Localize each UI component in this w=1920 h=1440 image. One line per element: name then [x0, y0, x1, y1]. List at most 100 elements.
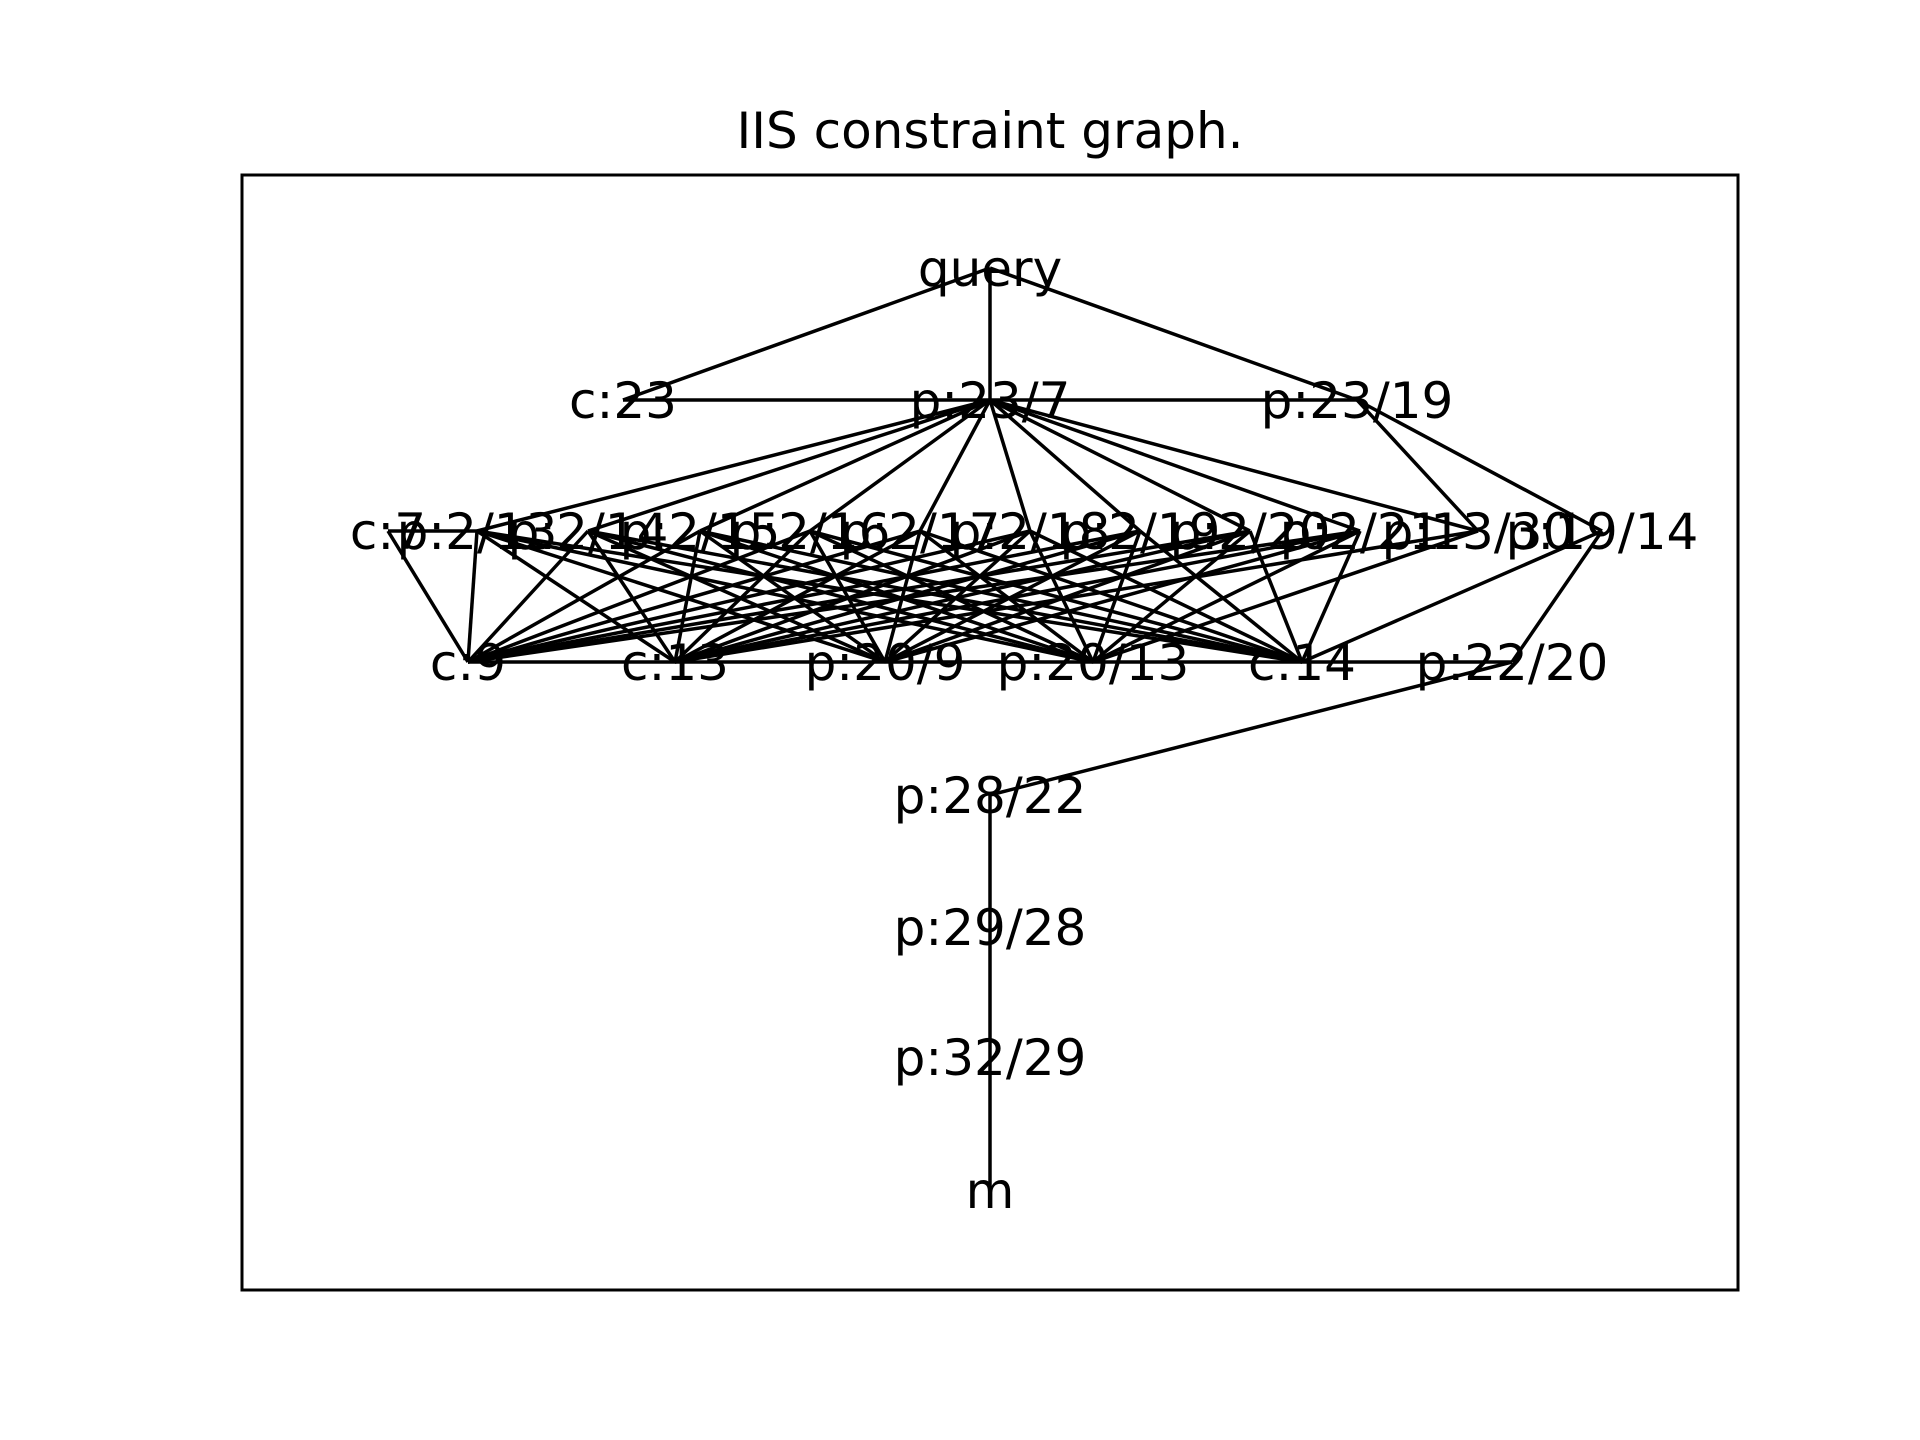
edge-p2_20-to-c9 [467, 529, 1251, 664]
edge-query-to-p23_19 [989, 266, 1358, 402]
node-label: p:2/20 [1170, 503, 1331, 561]
node-label: p:2/15 [620, 503, 781, 561]
node-c14: c:14 [1248, 634, 1356, 692]
node-c23: c:23 [569, 372, 677, 430]
node-c7: c:7 [350, 503, 426, 561]
edge-p2_13-to-c13 [476, 529, 676, 664]
edge-p23_7-to-p2_17 [918, 399, 992, 532]
node-p13_30: p:13/30 [1382, 503, 1575, 561]
node-m: m [966, 1162, 1015, 1220]
edge-p2_20-to-c13 [674, 529, 1251, 664]
node-label: p:20/9 [805, 634, 966, 692]
node-p19_14: p:19/14 [1506, 503, 1699, 561]
node-p2_16: p:2/16 [730, 503, 891, 561]
edge-p23_7-to-p2_15 [699, 398, 991, 533]
edge-p2_15-to-p20_9 [698, 529, 887, 664]
edge-p13_30-to-p20_13 [1092, 529, 1479, 664]
edge-p2_16-to-p20_13 [809, 529, 1094, 664]
node-c9: c:9 [430, 634, 506, 692]
edge-p2_20-to-p20_13 [1091, 529, 1252, 664]
node-label: p:2/17 [840, 503, 1001, 561]
edge-p2_14-to-c13 [586, 530, 677, 663]
edge-p2_21-to-p20_9 [884, 529, 1361, 664]
node-label: p:2/21 [1280, 503, 1441, 561]
node-label: p:32/29 [894, 1029, 1087, 1087]
edge-p2_14-to-c14 [587, 529, 1303, 664]
edge-p2_15-to-p20_13 [699, 529, 1094, 664]
edge-p2_16-to-c14 [809, 529, 1303, 664]
node-p2_15: p:2/15 [620, 503, 781, 561]
node-p20_13: p:20/13 [997, 634, 1190, 692]
edge-p2_16-to-c9 [467, 529, 811, 664]
edge-p2_15-to-c9 [467, 529, 701, 664]
edge-p2_18-to-c9 [467, 529, 1031, 664]
edge-p2_13-to-c14 [476, 529, 1303, 664]
plot-frame [240, 173, 1740, 1292]
node-label: p:22/20 [1416, 634, 1609, 692]
node-label: p:29/28 [894, 899, 1087, 957]
node-label: p:23/19 [1261, 372, 1454, 430]
edge-p2_19-to-c14 [1138, 529, 1304, 664]
node-p29_28: p:29/28 [894, 899, 1087, 957]
edge-p23_7-to-p2_18 [988, 399, 1032, 532]
node-label: p:13/30 [1382, 503, 1575, 561]
edge-p2_21-to-c13 [674, 529, 1361, 664]
node-label: p:28/22 [894, 767, 1087, 825]
node-c13: c:13 [621, 634, 729, 692]
edge-c7-to-c9 [386, 530, 470, 663]
edge-p23_19-to-p13_30 [1355, 398, 1480, 533]
node-p23_19: p:23/19 [1261, 372, 1454, 430]
edge-p23_7-to-p2_16 [808, 398, 992, 533]
node-p20_9: p:20/9 [805, 634, 966, 692]
node-label: p:2/16 [730, 503, 891, 561]
edge-p23_7-to-p2_19 [988, 398, 1142, 533]
edge-p2_18-to-c14 [1029, 529, 1303, 664]
node-label: p:2/19 [1060, 503, 1221, 561]
edge-p2_17-to-p20_13 [918, 529, 1095, 664]
node-label: p:19/14 [1506, 503, 1699, 561]
node-p23_7: p:23/7 [910, 372, 1071, 430]
edge-p2_14-to-p20_13 [587, 529, 1094, 664]
edge-p2_15-to-c13 [673, 530, 702, 663]
edge-p2_14-to-p20_9 [587, 529, 886, 664]
node-p28_22: p:28/22 [894, 767, 1087, 825]
edge-p2_14-to-c9 [466, 529, 590, 664]
node-label: c:7 [350, 503, 426, 561]
node-label: c:23 [569, 372, 677, 430]
edge-p23_19-to-p19_14 [1356, 398, 1603, 533]
node-p32_29: p:32/29 [894, 1029, 1087, 1087]
edge-p23_7-to-p2_14 [587, 398, 991, 533]
node-p2_18: p:2/18 [950, 503, 1111, 561]
node-p2_17: p:2/17 [840, 503, 1001, 561]
edge-p2_15-to-c14 [699, 529, 1303, 664]
edge-p19_14-to-c14 [1301, 529, 1603, 664]
edge-p2_20-to-c14 [1248, 530, 1304, 663]
edge-query-to-c23 [622, 266, 991, 402]
edge-p2_18-to-p20_13 [1028, 530, 1095, 663]
node-label: query [918, 240, 1062, 298]
node-label: c:9 [430, 634, 506, 692]
edge-p2_17-to-c14 [919, 529, 1303, 664]
edge-p2_19-to-c9 [467, 529, 1141, 664]
node-p2_20: p:2/20 [1170, 503, 1331, 561]
node-label: p:2/13 [397, 503, 558, 561]
edge-p22_20-to-p28_22 [989, 660, 1513, 797]
edge-p2_13-to-p20_13 [476, 529, 1094, 664]
node-p2_13: p:2/13 [397, 503, 558, 561]
node-query: query [918, 240, 1062, 298]
edge-p23_7-to-p2_20 [989, 398, 1251, 533]
node-label: m [966, 1162, 1015, 1220]
node-label: c:14 [1248, 634, 1356, 692]
node-p22_20: p:22/20 [1416, 634, 1609, 692]
node-label: p:2/14 [508, 503, 669, 561]
edge-p19_14-to-p22_20 [1510, 530, 1604, 663]
node-p2_19: p:2/19 [1060, 503, 1221, 561]
node-p2_21: p:2/21 [1280, 503, 1441, 561]
node-p2_14: p:2/14 [508, 503, 669, 561]
edge-p23_7-to-p2_21 [989, 398, 1361, 533]
edge-p13_30-to-c13 [674, 529, 1479, 664]
node-label: c:13 [621, 634, 729, 692]
